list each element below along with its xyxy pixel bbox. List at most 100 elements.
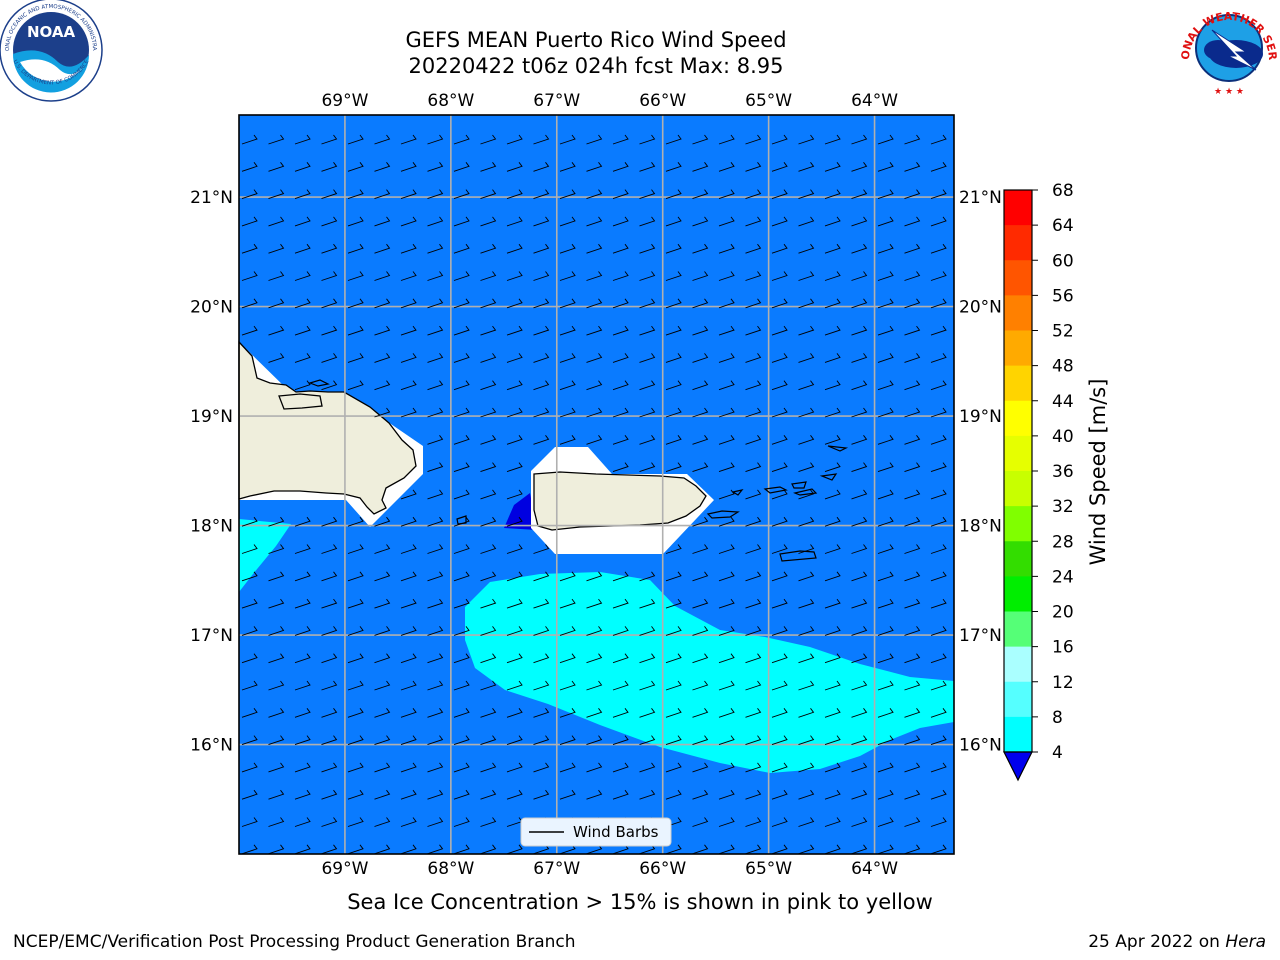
wind-barb [586,380,603,391]
wind-barb [586,134,603,145]
wind-barb [480,516,497,527]
colorbar-segment [1004,435,1032,472]
wind-barb [718,325,735,336]
wind-barb [506,380,523,391]
wind-barb [374,817,391,827]
wind-barb [453,325,470,336]
wind-barb [506,680,523,691]
colorbar-tick-label: 28 [1052,532,1074,552]
wind-barb [559,789,576,800]
wind-barb [427,162,444,172]
wind-barb [427,134,444,145]
wind-barb [400,544,417,554]
wind-barb [559,708,576,718]
wind-barb [824,516,841,527]
wind-barb [347,762,364,773]
wind-barb [453,380,470,391]
wind-barb [586,162,603,172]
wind-barb [612,762,629,773]
wind-barb [904,462,921,473]
lat-label-right: 20°N [959,298,1002,318]
wind-barb [692,598,709,609]
wind-barb [798,844,815,855]
wind-barb [718,243,735,254]
wind-barb [374,216,391,227]
wind-barb [347,626,364,636]
wind-barb [506,708,523,718]
wind-barb [692,735,709,746]
colorbar-segment [1004,611,1032,648]
wind-barb [453,544,470,554]
wind-barb [639,708,656,718]
wind-barb [904,216,921,227]
wind-barb [639,271,656,281]
wind-barb [480,708,497,718]
wind-barb [480,598,497,609]
wind-barb [692,844,709,855]
wind-barb [798,516,815,527]
wind-barb [506,435,523,445]
wind-barb [374,789,391,800]
wind-barb [771,735,788,746]
wind-barb [427,325,444,336]
wind-barb [506,162,523,172]
wind-barb [241,216,258,227]
wind-barb [400,817,417,827]
lon-label-bottom: 69°W [321,859,368,879]
wind-barb [665,544,682,554]
wind-barb [506,762,523,773]
wind-barb [745,380,762,391]
wind-barb [533,571,550,582]
wind-barb [665,653,682,664]
wind-barb [533,680,550,691]
colorbar-tick-label: 48 [1052,357,1074,377]
colorbar-tick-label: 40 [1052,427,1074,447]
colorbar-under-arrow [1003,751,1033,782]
wind-barb [268,162,285,172]
wind-barb [268,571,285,582]
wind-barb [718,544,735,554]
wind-barb [665,325,682,336]
wind-barb [453,598,470,609]
wind-barb [480,162,497,172]
wind-barb [506,216,523,227]
wind-barb [427,435,444,445]
wind-barb [268,762,285,773]
wind-barb [877,407,894,418]
wind-barb [400,844,417,855]
wind-barb [533,762,550,773]
colorbar-label: Wind Speed [m/s] [1086,379,1110,566]
wind-barb [321,216,338,227]
colorbar-tick-label: 52 [1052,322,1074,342]
wind-barb [718,762,735,773]
wind-barb [506,571,523,582]
wind-barb [798,216,815,227]
wind-barb [268,516,285,527]
wind-barb [771,598,788,609]
wind-barb [851,216,868,227]
wind-barb [692,571,709,582]
wind-barb [745,762,762,773]
wind-barb [904,762,921,773]
wind-barb [851,735,868,746]
wind-barb [798,817,815,827]
wind-barb [930,626,947,636]
wind-barb [533,435,550,445]
wind-barb [533,544,550,554]
wind-barb [718,162,735,172]
wind-barb [400,735,417,746]
wind-barb [347,708,364,718]
wind-barb [506,325,523,336]
svg-text:NOAA: NOAA [27,23,76,41]
wind-barb [771,380,788,391]
wind-barb [374,407,391,418]
wind-barb [586,298,603,309]
footer-host: Hera [1225,932,1266,952]
wind-barb [294,735,311,746]
wind-barb [612,708,629,718]
colorbar-segment [1004,506,1032,542]
wind-barb [294,708,311,718]
wind-barb [665,134,682,145]
wind-barb [692,762,709,773]
wind-barb [639,680,656,691]
